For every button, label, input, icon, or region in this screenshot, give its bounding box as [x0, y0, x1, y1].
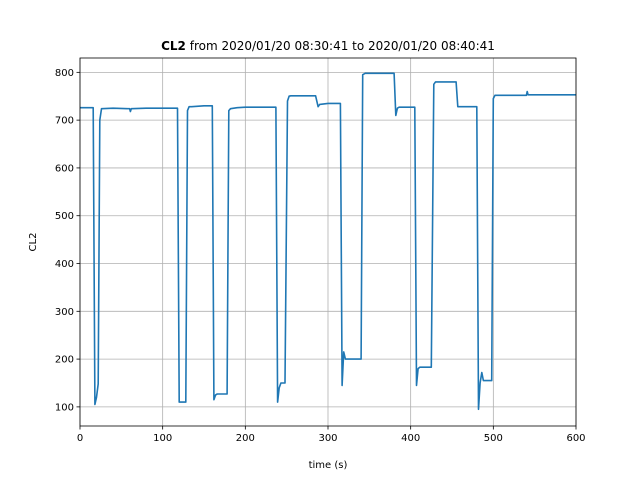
y-axis-label: CL2 — [28, 233, 39, 252]
x-tick-label: 500 — [484, 433, 503, 444]
x-axis-ticks: 0 100 200 300 400 500 600 — [77, 426, 586, 444]
y-tick-label: 200 — [55, 355, 74, 366]
x-tick-label: 0 — [77, 433, 83, 444]
y-axis-ticks: 100 200 300 400 500 600 700 800 — [55, 68, 80, 413]
chart-title-rest: from 2020/01/20 08:30:41 to 2020/01/20 0… — [186, 39, 495, 53]
y-tick-label: 800 — [55, 68, 74, 79]
grid-lines — [79, 58, 577, 426]
y-tick-label: 100 — [55, 402, 74, 413]
y-tick-label: 300 — [55, 307, 74, 318]
x-tick-label: 600 — [566, 433, 585, 444]
y-tick-label: 700 — [55, 116, 74, 127]
x-tick-label: 200 — [236, 433, 255, 444]
series-line-0 — [80, 72, 576, 411]
y-tick-label: 500 — [55, 211, 74, 222]
y-tick-label: 400 — [55, 259, 74, 270]
chart-title: CL2 from 2020/01/20 08:30:41 to 2020/01/… — [161, 39, 495, 53]
chart-title-bold: CL2 — [161, 39, 186, 53]
x-tick-label: 400 — [401, 433, 420, 444]
x-axis-label: time (s) — [309, 460, 348, 471]
y-tick-label: 600 — [55, 163, 74, 174]
series-group — [80, 72, 576, 411]
x-tick-label: 300 — [318, 433, 337, 444]
x-tick-label: 100 — [153, 433, 172, 444]
